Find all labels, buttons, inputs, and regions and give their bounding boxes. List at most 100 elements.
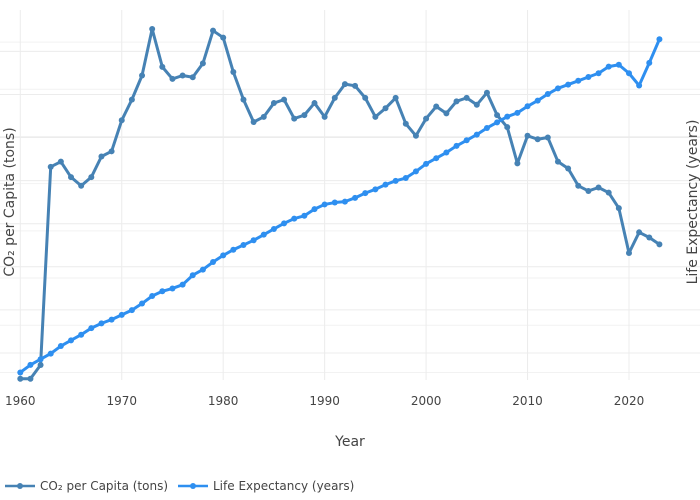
data-point[interactable] — [615, 61, 622, 68]
data-point[interactable] — [402, 175, 409, 182]
data-point[interactable] — [534, 97, 541, 104]
data-point[interactable] — [453, 98, 460, 105]
data-point[interactable] — [656, 241, 663, 248]
data-point[interactable] — [179, 281, 186, 288]
data-point[interactable] — [291, 115, 298, 122]
data-point[interactable] — [139, 300, 146, 307]
data-point[interactable] — [605, 63, 612, 70]
data-point[interactable] — [311, 100, 318, 107]
data-point[interactable] — [362, 94, 369, 101]
data-point[interactable] — [352, 194, 359, 201]
data-point[interactable] — [494, 112, 501, 119]
data-point[interactable] — [230, 246, 237, 253]
data-point[interactable] — [524, 103, 531, 110]
data-point[interactable] — [149, 292, 156, 299]
data-point[interactable] — [412, 168, 419, 175]
data-point[interactable] — [494, 119, 501, 126]
data-point[interactable] — [504, 124, 511, 131]
data-point[interactable] — [534, 136, 541, 143]
legend-item-life-expectancy[interactable]: Life Expectancy (years) — [178, 479, 354, 493]
data-point[interactable] — [169, 285, 176, 292]
data-point[interactable] — [27, 361, 34, 368]
data-point[interactable] — [37, 362, 44, 369]
data-point[interactable] — [625, 70, 632, 77]
data-point[interactable] — [473, 131, 480, 138]
data-point[interactable] — [159, 63, 166, 70]
data-point[interactable] — [220, 34, 227, 41]
data-point[interactable] — [402, 120, 409, 127]
data-point[interactable] — [108, 148, 115, 155]
data-point[interactable] — [270, 100, 277, 107]
data-point[interactable] — [250, 237, 257, 244]
data-point[interactable] — [554, 158, 561, 165]
data-point[interactable] — [544, 91, 551, 98]
data-point[interactable] — [321, 113, 328, 120]
data-point[interactable] — [646, 234, 653, 241]
data-point[interactable] — [453, 142, 460, 149]
data-point[interactable] — [291, 215, 298, 222]
data-point[interactable] — [47, 350, 54, 357]
data-point[interactable] — [179, 72, 186, 79]
data-point[interactable] — [483, 124, 490, 131]
data-point[interactable] — [68, 337, 75, 344]
data-point[interactable] — [189, 74, 196, 81]
data-point[interactable] — [341, 81, 348, 88]
data-point[interactable] — [412, 132, 419, 139]
data-point[interactable] — [554, 85, 561, 92]
data-point[interactable] — [615, 205, 622, 212]
data-point[interactable] — [199, 60, 206, 67]
data-point[interactable] — [585, 187, 592, 194]
data-point[interactable] — [98, 153, 105, 160]
data-point[interactable] — [230, 69, 237, 76]
data-point[interactable] — [17, 375, 24, 382]
data-point[interactable] — [656, 36, 663, 43]
data-point[interactable] — [199, 266, 206, 273]
data-point[interactable] — [352, 82, 359, 89]
data-point[interactable] — [585, 74, 592, 81]
data-point[interactable] — [260, 231, 267, 238]
data-point[interactable] — [331, 199, 338, 206]
data-point[interactable] — [372, 113, 379, 120]
data-point[interactable] — [636, 229, 643, 236]
legend-item-co2[interactable]: CO₂ per Capita (tons) — [5, 479, 168, 493]
data-point[interactable] — [514, 160, 521, 167]
data-point[interactable] — [250, 119, 257, 126]
data-point[interactable] — [311, 206, 318, 213]
data-point[interactable] — [341, 198, 348, 205]
data-point[interactable] — [301, 112, 308, 119]
data-point[interactable] — [463, 137, 470, 144]
data-point[interactable] — [108, 316, 115, 323]
data-point[interactable] — [463, 94, 470, 101]
data-point[interactable] — [565, 81, 572, 88]
data-point[interactable] — [169, 75, 176, 82]
data-point[interactable] — [210, 259, 217, 266]
data-point[interactable] — [281, 220, 288, 227]
data-point[interactable] — [159, 288, 166, 295]
data-point[interactable] — [514, 109, 521, 116]
data-point[interactable] — [362, 190, 369, 197]
data-point[interactable] — [433, 155, 440, 162]
data-point[interactable] — [443, 149, 450, 156]
data-point[interactable] — [240, 96, 247, 103]
data-point[interactable] — [524, 132, 531, 139]
data-point[interactable] — [382, 105, 389, 112]
data-point[interactable] — [128, 96, 135, 103]
data-point[interactable] — [281, 96, 288, 103]
data-point[interactable] — [301, 212, 308, 219]
data-point[interactable] — [57, 343, 64, 350]
data-point[interactable] — [473, 101, 480, 108]
data-point[interactable] — [98, 320, 105, 327]
data-point[interactable] — [605, 189, 612, 196]
data-point[interactable] — [575, 182, 582, 189]
data-point[interactable] — [47, 163, 54, 170]
data-point[interactable] — [149, 25, 156, 32]
data-point[interactable] — [321, 201, 328, 208]
data-point[interactable] — [392, 94, 399, 101]
data-point[interactable] — [78, 331, 85, 338]
data-point[interactable] — [636, 82, 643, 89]
data-point[interactable] — [392, 177, 399, 184]
data-point[interactable] — [483, 89, 490, 96]
data-point[interactable] — [443, 110, 450, 117]
data-point[interactable] — [139, 72, 146, 79]
data-point[interactable] — [118, 311, 125, 318]
